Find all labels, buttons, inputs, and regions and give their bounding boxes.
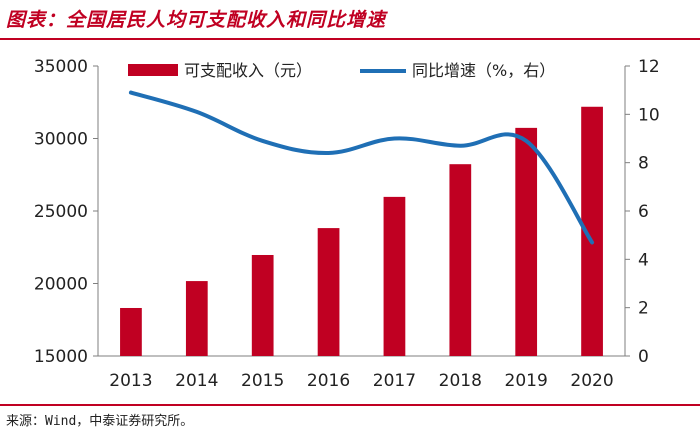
chart-axes bbox=[97, 66, 626, 357]
line-series bbox=[128, 90, 595, 245]
right-tick-label: 10 bbox=[638, 105, 660, 125]
bar-2015 bbox=[251, 254, 274, 356]
right-tick-label: 2 bbox=[638, 299, 649, 319]
bar-2014 bbox=[185, 281, 208, 356]
right-axis-ticks: 0 2 4 6 8 10 12 bbox=[625, 57, 660, 367]
left-tick-label: 25000 bbox=[34, 202, 88, 222]
left-tick-label: 30000 bbox=[34, 130, 88, 150]
bar-2020 bbox=[581, 106, 603, 357]
x-tick-label: 2015 bbox=[241, 371, 284, 391]
bar-series bbox=[120, 106, 603, 357]
x-tick-label: 2020 bbox=[570, 371, 613, 391]
x-tick-label: 2018 bbox=[439, 371, 482, 391]
left-tick-label: 20000 bbox=[34, 275, 88, 295]
source-note: 来源：Wind，中泰证券研究所。 bbox=[6, 414, 194, 429]
right-tick-label: 4 bbox=[638, 250, 649, 270]
footer-divider bbox=[0, 404, 700, 406]
x-tick-label: 2014 bbox=[175, 371, 218, 391]
x-axis-ticks: 2013 2014 2015 2016 2017 2018 2019 2020 bbox=[109, 371, 613, 391]
left-tick-label: 35000 bbox=[34, 57, 88, 77]
title-divider bbox=[0, 38, 700, 40]
bar-2019 bbox=[515, 127, 538, 357]
bar-2017 bbox=[383, 196, 406, 356]
x-tick-label: 2013 bbox=[109, 371, 152, 391]
right-tick-label: 0 bbox=[638, 347, 649, 367]
legend-swatch-bar bbox=[128, 64, 178, 76]
right-tick-label: 12 bbox=[638, 57, 660, 77]
x-tick-label: 2019 bbox=[505, 371, 548, 391]
legend-label-bar: 可支配收入（元） bbox=[184, 61, 312, 80]
bar-2018 bbox=[449, 164, 472, 356]
left-tick-label: 15000 bbox=[34, 347, 88, 367]
income-growth-chart: 15000 20000 25000 30000 35000 0 2 4 6 8 10 12 2013… bbox=[34, 57, 660, 391]
chart-legend: 可支配收入（元） 同比增速（%，右） bbox=[128, 61, 555, 80]
bar-2013 bbox=[120, 307, 142, 356]
legend-label-line: 同比增速（%，右） bbox=[412, 61, 555, 80]
x-tick-label: 2016 bbox=[307, 371, 350, 391]
right-tick-label: 8 bbox=[638, 154, 649, 174]
bar-2016 bbox=[317, 228, 340, 356]
left-axis-ticks: 15000 20000 25000 30000 35000 bbox=[34, 57, 98, 367]
chart-title: 图表：全国居民人均可支配收入和同比增速 bbox=[6, 9, 387, 31]
right-tick-label: 6 bbox=[638, 202, 649, 222]
x-tick-label: 2017 bbox=[373, 371, 416, 391]
